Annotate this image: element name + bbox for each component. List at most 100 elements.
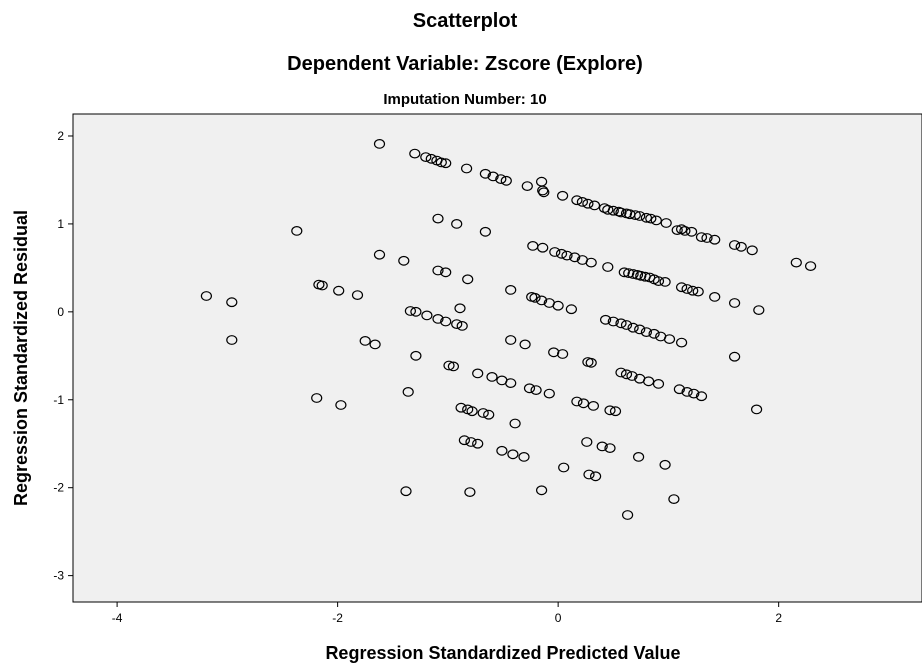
scatter-point xyxy=(585,257,597,268)
scatter-point xyxy=(443,360,455,371)
scatter-point xyxy=(675,337,688,348)
scatter-point xyxy=(420,152,432,163)
scatter-point xyxy=(461,163,473,174)
scatter-point xyxy=(709,292,721,302)
y-axis-title: Regression Standardized Residual xyxy=(11,210,31,506)
scatter-point xyxy=(549,247,561,257)
scatter-point xyxy=(505,335,517,345)
scatter-point xyxy=(558,462,570,473)
scatter-point xyxy=(523,383,536,394)
scatter-point xyxy=(634,324,646,335)
scatter-point xyxy=(451,319,463,330)
scatter-point xyxy=(635,270,647,281)
scatter-point xyxy=(576,196,589,207)
scatter-point xyxy=(577,398,590,409)
scatter-point xyxy=(623,268,635,279)
scatter-point xyxy=(602,262,614,272)
scatter-point xyxy=(735,241,747,252)
scatter-point xyxy=(537,185,549,196)
scatter-point xyxy=(456,321,468,331)
scatter-point xyxy=(410,306,422,317)
scatter-point xyxy=(675,224,688,235)
scatter-point xyxy=(681,387,693,397)
scatter-point xyxy=(373,138,386,149)
y-tick-label: 0 xyxy=(57,305,64,319)
scatter-point xyxy=(555,248,568,259)
scatter-point xyxy=(679,225,691,236)
scatter-point xyxy=(581,437,593,447)
scatter-point xyxy=(530,385,542,396)
scatter-point xyxy=(505,378,517,389)
scatter-point xyxy=(440,316,452,327)
scatter-point xyxy=(447,361,459,372)
scatter-point xyxy=(582,198,594,209)
scatter-point xyxy=(451,218,463,229)
scatter-point xyxy=(410,350,422,361)
scatter-point xyxy=(621,510,634,520)
scatter-point xyxy=(728,298,741,308)
scatter-point xyxy=(602,204,614,215)
scatter-point xyxy=(642,376,655,387)
scatter-point xyxy=(333,285,345,296)
scatter-point xyxy=(543,388,555,399)
scatter-point xyxy=(472,438,484,449)
scatter-point xyxy=(728,351,741,362)
scatter-point xyxy=(425,153,437,164)
scatter-point xyxy=(604,443,616,454)
scatter-point xyxy=(728,240,741,250)
x-axis-title: Regression Standardized Predicted Value xyxy=(325,643,680,663)
scatter-point xyxy=(398,255,410,266)
scatter-point xyxy=(607,316,619,327)
x-tick-label: 2 xyxy=(775,611,782,625)
scatter-point xyxy=(479,226,491,237)
scatter-point xyxy=(596,441,608,452)
scatter-point xyxy=(552,300,564,311)
scatter-point xyxy=(400,486,412,497)
scatter-point xyxy=(695,232,708,243)
scatter-point xyxy=(746,245,758,256)
y-tick-label: 1 xyxy=(57,217,64,231)
scatter-point xyxy=(404,306,416,316)
scatter-point xyxy=(500,175,512,186)
scatter-point xyxy=(495,174,507,185)
scatter-point xyxy=(548,347,560,358)
scatter-point xyxy=(479,168,491,179)
scatter-point xyxy=(496,445,508,456)
scatter-point xyxy=(472,368,484,379)
scatter-point xyxy=(521,181,533,192)
scatter-point xyxy=(487,171,499,182)
scatter-point xyxy=(335,400,347,410)
scatter-point xyxy=(432,265,444,276)
scatter-point xyxy=(588,200,601,211)
scatter-point xyxy=(529,292,541,303)
scatter-point xyxy=(373,249,386,260)
scatter-point xyxy=(615,318,627,329)
scatter-point xyxy=(629,210,641,221)
scatter-point xyxy=(454,303,466,314)
scatter-point xyxy=(458,435,470,446)
scatter-point xyxy=(535,485,548,496)
scatter-point xyxy=(652,379,665,389)
scatter-point xyxy=(505,285,517,295)
chart-subtitle: Dependent Variable: Zscore (Explore) xyxy=(287,53,643,75)
scatter-point xyxy=(200,291,212,301)
plot-area xyxy=(72,113,922,603)
x-tick-label: -2 xyxy=(332,611,343,625)
scatter-point xyxy=(359,336,371,346)
scatter-point xyxy=(790,257,802,268)
scatter-point xyxy=(316,280,328,291)
x-axis: -4 -2 0 2 xyxy=(112,602,782,625)
scatter-point xyxy=(695,391,708,402)
scatter-point xyxy=(671,225,683,236)
scatter-point xyxy=(421,310,433,321)
scatter-point xyxy=(537,242,549,253)
scatter-point xyxy=(668,494,680,505)
scatter-point xyxy=(659,459,671,470)
scatter-point xyxy=(607,205,619,216)
x-tick-label: 0 xyxy=(555,611,562,625)
scatter-point xyxy=(291,225,303,236)
scatter-point xyxy=(435,157,447,168)
scatter-point xyxy=(687,285,699,296)
scatter-point xyxy=(620,320,633,330)
scatter-point xyxy=(432,314,444,324)
